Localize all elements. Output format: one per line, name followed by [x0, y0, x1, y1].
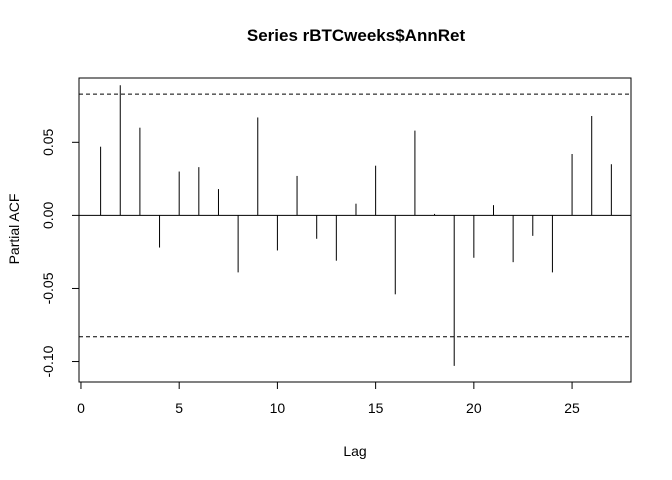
- x-tick-label: 5: [175, 400, 183, 416]
- x-tick-label: 0: [77, 400, 85, 416]
- x-tick-label: 15: [368, 400, 384, 416]
- y-tick-label: -0.05: [40, 272, 56, 304]
- y-axis: -0.10 -0.05 0.00 0.05: [40, 128, 80, 377]
- x-axis-label: Lag: [343, 443, 366, 459]
- x-tick-label: 25: [564, 400, 580, 416]
- y-tick-label: 0.05: [40, 128, 56, 155]
- y-tick-label: -0.10: [40, 345, 56, 377]
- x-tick-label: 10: [270, 400, 286, 416]
- x-tick-label: 20: [466, 400, 482, 416]
- pacf-marks: [79, 85, 631, 366]
- x-axis: 0 5 10 15 20 25: [77, 381, 580, 416]
- chart-title: Series rBTCweeks$AnnRet: [247, 26, 466, 45]
- y-tick-label: 0.00: [40, 202, 56, 229]
- y-axis-label: Partial ACF: [6, 194, 22, 265]
